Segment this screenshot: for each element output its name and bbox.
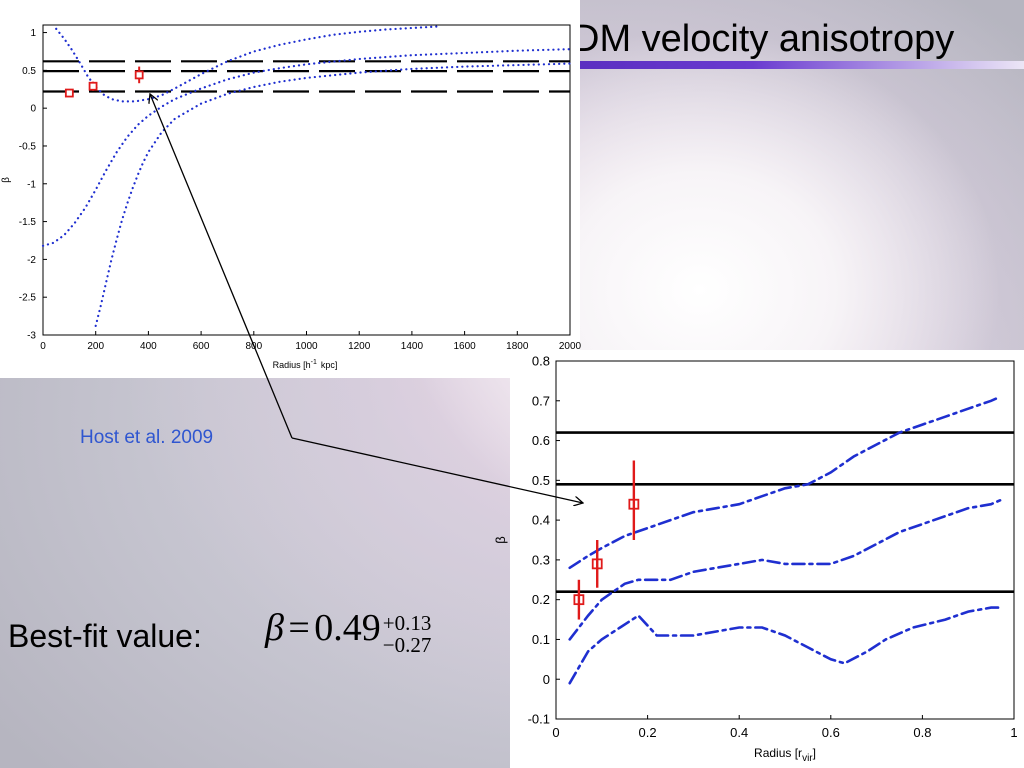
chart2-xlabel: Radius [rvir] xyxy=(754,746,816,764)
c1-xtick-label: 1600 xyxy=(453,341,476,352)
c1-ytick-label: 0 xyxy=(30,104,36,115)
c1-xtick-label: 1200 xyxy=(348,341,371,352)
best-fit-formula: β = 0.49+0.13 −0.27 xyxy=(265,606,431,658)
c2-ytick-label: 0.6 xyxy=(532,433,550,448)
c2-xtick-label: 0.2 xyxy=(639,725,657,740)
c2-data-point xyxy=(591,558,603,570)
c1-xtick-label: 2000 xyxy=(559,341,582,352)
c1-ytick-label: -2 xyxy=(27,255,36,266)
chart1-xlabel: Radius [h-1 kpc] xyxy=(273,359,338,370)
c1-data-point xyxy=(134,70,144,80)
c2-data-point xyxy=(573,594,585,606)
arrow-to-top-chart xyxy=(150,94,293,439)
c2-ytick-label: 0.7 xyxy=(532,393,550,408)
c1-ytick-label: 1 xyxy=(30,28,36,39)
slide-title: DM velocity anisotropy xyxy=(572,18,955,60)
formula-upper: +0.13 xyxy=(382,610,432,635)
best-fit-label: Best-fit value: xyxy=(8,618,202,654)
c2-ytick-label: 0.3 xyxy=(532,552,550,567)
c1-xtick-label: 600 xyxy=(193,341,210,352)
c1-ytick-label: -1 xyxy=(27,179,36,190)
formula-errors: +0.13 −0.27 xyxy=(383,612,432,656)
c2-ytick-label: 0.8 xyxy=(532,354,550,369)
formula-lower: −0.27 xyxy=(382,632,432,657)
c1-xtick-label: 400 xyxy=(140,341,157,352)
c2-xtick-label: 0.8 xyxy=(913,725,931,740)
c1-xtick-label: 200 xyxy=(87,341,104,352)
c2-xtick-label: 0.4 xyxy=(730,725,748,740)
c1-data-point xyxy=(88,81,98,91)
c2-ytick-label: -0.1 xyxy=(528,712,550,727)
c1-ytick-label: -1.5 xyxy=(19,217,37,228)
c1-data-point xyxy=(64,88,74,98)
host-annotation: Host et al. 2009 xyxy=(80,427,214,448)
c1-xtick-label: 1800 xyxy=(506,341,529,352)
c1-ytick-label: -0.5 xyxy=(19,141,37,152)
c2-ytick-label: 0.1 xyxy=(532,632,550,647)
c1-model-curve xyxy=(94,62,572,327)
c2-xtick-label: 0 xyxy=(552,725,559,740)
c1-ytick-label: -2.5 xyxy=(19,293,37,304)
c2-ytick-label: 0.2 xyxy=(532,592,550,607)
c2-ytick-label: 0.4 xyxy=(532,513,550,528)
c1-xtick-label: 1400 xyxy=(401,341,424,352)
c2-model-curve xyxy=(568,395,1002,570)
arrow-to-bottom-chart xyxy=(291,437,583,503)
c1-ytick-label: 0.5 xyxy=(22,66,36,77)
c1-ytick-label: -3 xyxy=(27,331,36,342)
title-accent-bar xyxy=(572,61,1024,69)
c2-model-curve xyxy=(568,606,1002,685)
c1-xtick-label: 0 xyxy=(40,341,46,352)
c2-xtick-label: 1 xyxy=(1010,725,1017,740)
chart1-panel xyxy=(0,0,580,378)
c1-xtick-label: 1000 xyxy=(295,341,318,352)
c2-xtick-label: 0.6 xyxy=(822,725,840,740)
chart2-plot-area xyxy=(555,360,1015,720)
c2-ytick-label: 0 xyxy=(543,672,550,687)
c1-model-curve xyxy=(55,25,440,103)
formula-value: 0.49 xyxy=(314,607,381,649)
formula-equals: = xyxy=(288,607,310,649)
chart2-ylabel: β xyxy=(493,536,508,543)
c2-model-curve xyxy=(568,498,1002,641)
c2-data-point xyxy=(628,498,640,510)
chart1-ylabel: β xyxy=(1,177,12,183)
formula-symbol: β xyxy=(265,607,284,649)
c2-ytick-label: 0.5 xyxy=(532,473,550,488)
